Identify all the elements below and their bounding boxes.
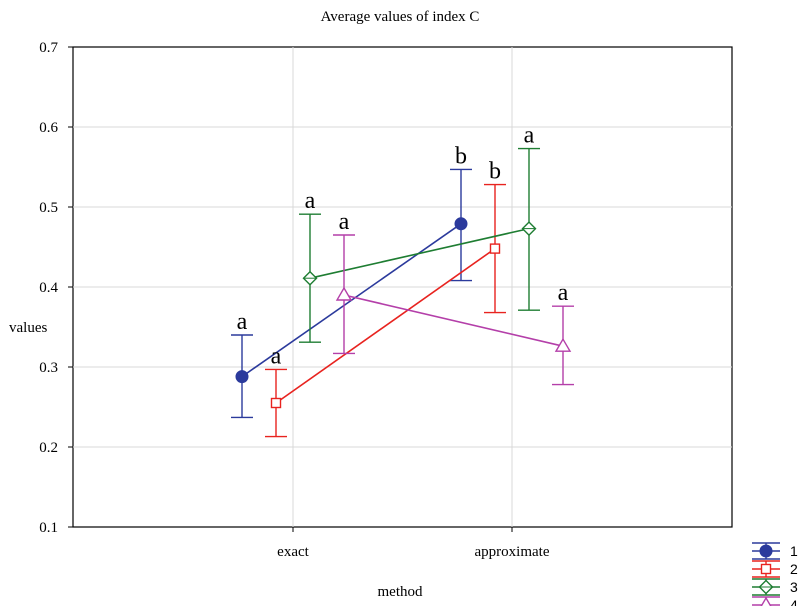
legend-label: 4 [790, 597, 798, 606]
series-3: aa [299, 123, 540, 343]
y-axis-label: values [9, 320, 47, 336]
marker-circle [235, 370, 249, 384]
y-tick-label: 0.6 [39, 120, 58, 136]
y-tick-label: 0.2 [39, 440, 58, 456]
series-line [309, 227, 530, 279]
series-4: aa [333, 209, 574, 386]
significance-label: a [558, 280, 569, 306]
series-line [343, 294, 564, 347]
significance-label: a [237, 309, 248, 335]
grid-lines [73, 47, 732, 527]
legend-item-2: 2 [752, 560, 798, 578]
marker-triangle [760, 596, 772, 606]
legend: 1 2 3 4 [752, 542, 798, 606]
legend-label: 1 [790, 543, 798, 559]
series-2: ab [265, 159, 506, 438]
y-tick-label: 0.3 [39, 360, 58, 376]
chart-title: Average values of index C [321, 9, 480, 25]
y-axis-ticks: 0.1 0.2 0.3 0.4 0.5 0.6 0.7 [39, 40, 73, 536]
x-tick-label: approximate [475, 544, 550, 560]
significance-label: b [489, 159, 501, 185]
marker-circle [454, 217, 468, 231]
x-axis-label: method [378, 584, 423, 600]
legend-item-1: 1 [752, 542, 798, 560]
marker-triangle [554, 337, 572, 352]
x-tick-label: exact [277, 544, 309, 560]
significance-label: a [524, 123, 535, 149]
marker-circle [759, 544, 773, 558]
marker-square [270, 397, 282, 409]
significance-label: b [455, 143, 467, 169]
legend-label: 2 [790, 561, 798, 577]
legend-item-4: 4 [752, 596, 798, 606]
series-1: ab [231, 143, 472, 419]
series-line [275, 247, 496, 404]
legend-label: 3 [790, 579, 798, 595]
legend-item-3: 3 [752, 578, 798, 596]
y-tick-label: 0.4 [39, 280, 58, 296]
y-tick-label: 0.5 [39, 200, 58, 216]
y-tick-label: 0.7 [39, 40, 58, 56]
significance-label: a [271, 343, 282, 369]
marker-square [760, 563, 772, 575]
significance-label: a [339, 209, 350, 235]
marker-square [489, 243, 501, 254]
significance-label: a [305, 188, 316, 214]
marker-triangle [335, 286, 353, 301]
x-axis-ticks: exact approximate [277, 527, 550, 560]
y-tick-label: 0.1 [39, 520, 58, 536]
